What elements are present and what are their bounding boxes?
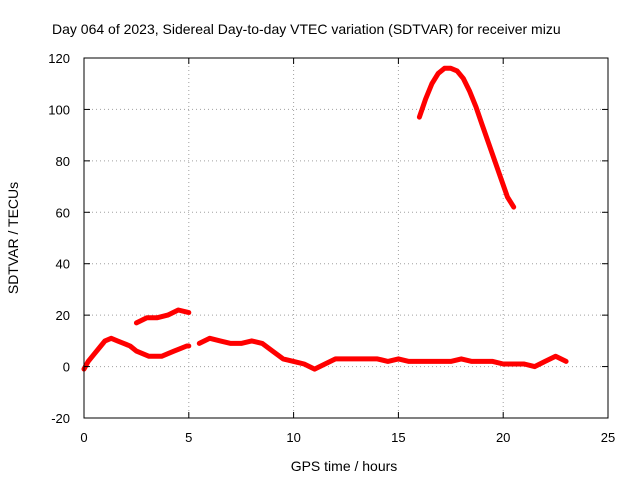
chart-title: Day 064 of 2023, Sidereal Day-to-day VTE… <box>52 21 561 37</box>
x-tick-label: 25 <box>601 430 615 445</box>
satellite-track-high-line <box>416 65 517 210</box>
satellite-track-mid-line <box>133 307 192 326</box>
x-tick-label: 15 <box>391 430 405 445</box>
series-layer <box>81 65 569 372</box>
x-tick-label: 5 <box>185 430 192 445</box>
tick-label-layer: 0 5 10 15 20 25 -20 0 20 40 60 80 100 120 <box>48 51 615 445</box>
y-tick-label: 20 <box>56 308 70 323</box>
grid-layer <box>84 58 608 418</box>
x-tick-label: 0 <box>80 430 87 445</box>
y-tick-label: 60 <box>56 205 70 220</box>
y-tick-label: 80 <box>56 154 70 169</box>
y-tick-label: 40 <box>56 257 70 272</box>
satellite-track-low-line <box>81 335 192 372</box>
x-tick-label: 20 <box>496 430 510 445</box>
y-tick-label: 100 <box>48 102 70 117</box>
y-tick-label: -20 <box>51 411 70 426</box>
y-tick-label: 0 <box>63 360 70 375</box>
tick-layer <box>83 57 609 419</box>
satellite-track-main-line <box>196 335 569 372</box>
y-tick-label: 120 <box>48 51 70 66</box>
x-axis-title: GPS time / hours <box>291 458 398 474</box>
plot-frame <box>83 57 609 419</box>
x-tick-label: 10 <box>286 430 300 445</box>
y-axis-title: SDTVAR / TECUs <box>5 182 21 294</box>
